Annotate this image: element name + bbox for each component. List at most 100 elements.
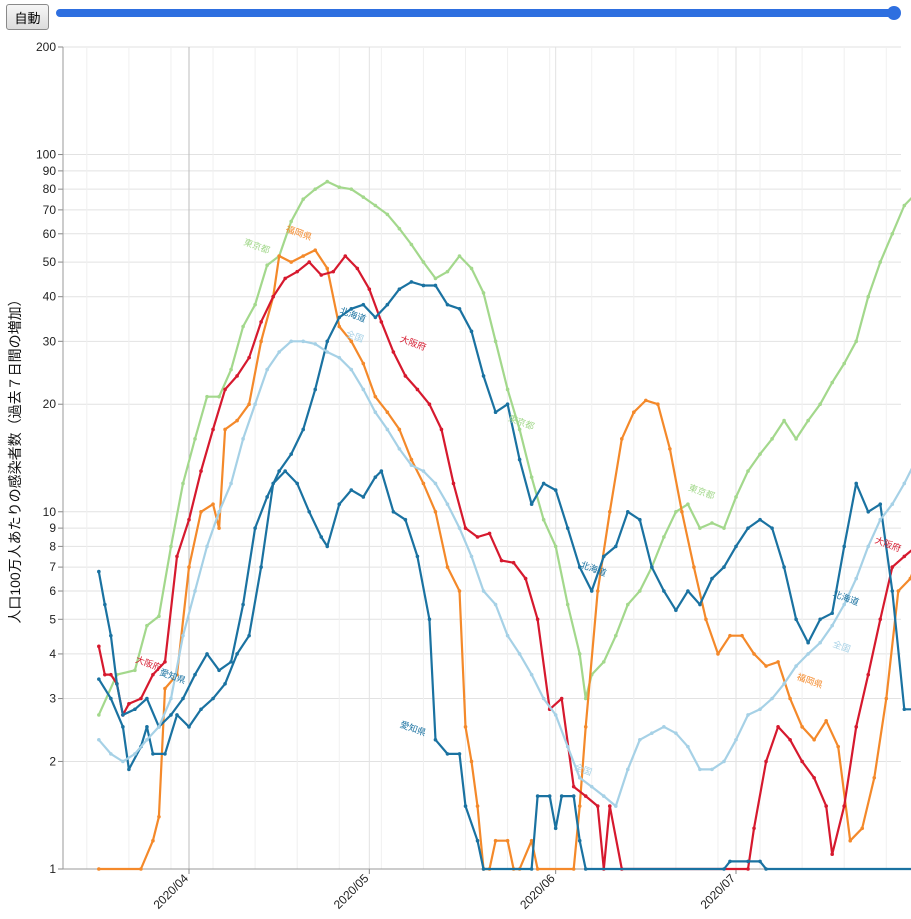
data-point — [271, 294, 275, 299]
data-point — [217, 526, 221, 530]
data-point — [409, 463, 414, 468]
data-point — [361, 495, 366, 499]
data-point — [433, 276, 438, 281]
data-point — [337, 324, 342, 329]
data-point — [842, 602, 846, 607]
data-point — [589, 784, 594, 789]
data-point — [529, 672, 534, 677]
data-point — [301, 339, 306, 344]
data-point — [97, 713, 101, 717]
data-point — [109, 633, 113, 638]
data-point — [770, 437, 774, 441]
data-point — [746, 867, 750, 871]
data-point — [391, 350, 396, 354]
data-point — [325, 179, 330, 184]
data-point — [433, 737, 438, 742]
data-point — [613, 633, 618, 638]
data-point — [878, 260, 883, 264]
data-point — [704, 617, 708, 622]
data-point — [187, 517, 191, 522]
data-point — [397, 226, 402, 231]
data-point — [445, 269, 450, 274]
data-point — [337, 355, 342, 360]
data-point — [770, 526, 774, 530]
data-point — [277, 469, 281, 473]
data-point — [595, 589, 600, 593]
data-point — [632, 410, 636, 414]
data-point — [319, 273, 324, 277]
data-point — [535, 617, 540, 622]
auto-play-button[interactable]: 自動 — [6, 4, 49, 30]
data-point — [577, 804, 582, 808]
data-point — [758, 859, 762, 864]
data-point — [764, 759, 768, 764]
data-point — [493, 410, 498, 414]
data-point — [866, 294, 871, 299]
y-tick-label: 20 — [43, 397, 57, 411]
data-point — [529, 867, 534, 871]
data-point — [121, 713, 125, 717]
data-point — [253, 402, 257, 407]
data-point — [668, 447, 672, 451]
data-point — [379, 320, 384, 324]
date-slider-thumb[interactable] — [887, 6, 901, 20]
series-name-label: 東京都 — [687, 482, 716, 502]
data-point — [469, 329, 474, 334]
data-point — [866, 509, 871, 514]
data-point — [373, 203, 378, 208]
data-point — [325, 339, 330, 344]
data-point — [601, 660, 606, 664]
data-point — [583, 696, 588, 701]
data-point — [235, 652, 239, 656]
data-point — [193, 437, 197, 441]
data-point — [193, 672, 197, 677]
data-point — [577, 776, 582, 780]
data-point — [794, 437, 798, 441]
data-point — [800, 759, 804, 764]
data-point — [385, 212, 390, 217]
y-tick-label: 10 — [43, 505, 57, 519]
y-tick-label: 50 — [43, 255, 57, 269]
data-point — [812, 737, 816, 742]
data-point — [151, 752, 155, 756]
data-point — [223, 427, 227, 432]
data-point — [686, 589, 690, 593]
data-point — [103, 672, 107, 677]
date-slider-track[interactable] — [56, 9, 896, 17]
data-point — [890, 565, 895, 569]
data-point — [686, 502, 690, 506]
data-point — [589, 589, 594, 593]
data-point — [253, 526, 257, 530]
data-point — [638, 589, 642, 593]
data-point — [583, 794, 588, 798]
data-point — [127, 702, 131, 706]
data-point — [728, 633, 732, 638]
data-point — [205, 394, 209, 399]
data-point — [133, 668, 137, 673]
data-point — [97, 569, 101, 574]
y-tick-label: 7 — [49, 560, 56, 574]
data-point — [878, 502, 883, 506]
data-point — [199, 469, 203, 473]
data-point — [529, 475, 534, 479]
x-tick-label: 2020/06 — [517, 871, 558, 912]
data-point — [445, 302, 450, 307]
data-point — [139, 867, 143, 871]
data-point — [487, 531, 492, 536]
data-point — [181, 481, 185, 486]
data-point — [746, 713, 750, 717]
series-line — [97, 280, 911, 728]
data-point — [613, 804, 618, 808]
data-point — [313, 187, 318, 191]
data-point — [475, 535, 480, 539]
data-point — [734, 737, 738, 742]
data-point — [145, 737, 149, 742]
series-1 — [97, 248, 911, 871]
data-point — [878, 617, 883, 622]
data-point — [824, 718, 828, 723]
data-point — [547, 794, 552, 798]
data-point — [391, 509, 396, 514]
series-line — [97, 470, 911, 871]
data-point — [601, 554, 606, 559]
data-point — [626, 602, 630, 607]
